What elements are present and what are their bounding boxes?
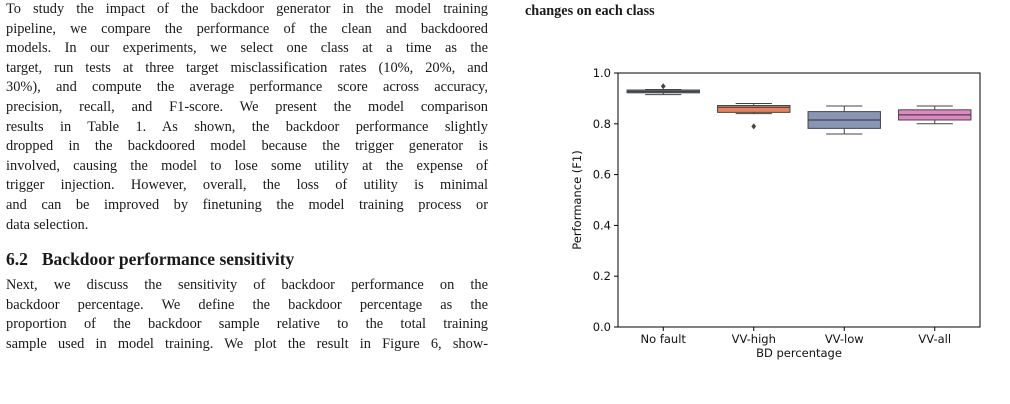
y-axis-label: Performance (F1) [570,150,584,249]
section-title: Backdoor performance sensitivity [41,249,295,270]
text-line: data selection. [6,216,89,233]
y-tick-label: 0.8 [593,117,611,131]
x-tick-label: VV-high [732,332,776,346]
text-line: To study the impact of the backdoor gene… [6,1,488,17]
outlier-point [660,83,666,90]
text-line: 30%), and compute the average performanc… [6,79,488,96]
text-line: dropped in the backdoored model because … [6,138,488,155]
boxplot-chart: 0.0 0.2 0.4 0.6 0.8 1.0 Performance (F1) BD per… [570,66,981,360]
y-tick-label: 0.2 [593,269,611,283]
text-line: and can be improved by finetuning the mo… [6,196,488,213]
text-line: results in Table 1. As shown, the backdo… [6,118,488,135]
paragraph-backdoor-generator: To study the impact of the backdoor gene… [6,0,488,235]
x-tick-label: VV-all [918,332,951,346]
text-line: sample used in model training. We plot t… [6,335,488,352]
figure-caption-tail: changes on each class [525,3,655,19]
section-heading: 6.2 Backdoor performance sensitivity [6,249,488,270]
text-line: Next, we discuss the sensitivity of back… [6,277,488,294]
y-tick-label: 0.6 [593,168,611,182]
x-axis-label: BD percentage [756,346,842,360]
x-tick-label: No fault [641,332,687,346]
text-line: models. In our experiments, we select on… [6,40,488,57]
y-tick-label: 0.4 [593,218,611,232]
text-line: backdoor percentage. We define the backd… [6,296,488,313]
left-column: To study the impact of the backdoor gene… [6,0,488,355]
text-line: involved, causing the model to lose some… [6,157,488,174]
paragraph-sensitivity: Next, we discuss the sensitivity of back… [6,276,488,354]
plot-frame [617,72,981,328]
text-line: pipeline, we compare the performance of … [6,20,488,37]
section-number: 6.2 [6,249,28,270]
text-line: proportion of the backdoor sample relati… [6,316,488,333]
y-tick-label: 0.0 [593,320,611,334]
text-line: trigger injection. However, overall, the… [6,177,488,194]
text-line: target, run tests at three target miscla… [6,59,488,76]
box-vv-high [717,105,791,113]
text-line: precision, recall, and F1-score. We pres… [6,98,488,115]
outlier-point [751,123,757,130]
y-tick-label: 1.0 [593,66,611,80]
x-tick-label: VV-low [825,332,864,346]
